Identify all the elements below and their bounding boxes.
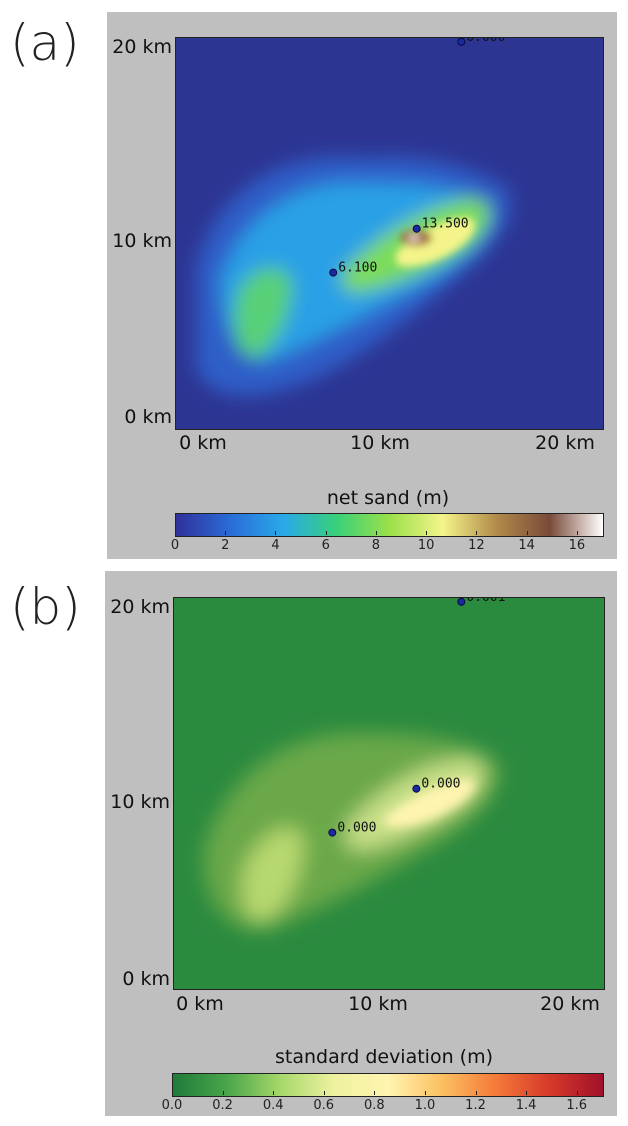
panel-b-colorbar-tickmark [172, 1091, 173, 1095]
panel-b-ytick-20: 20 km [110, 596, 170, 618]
panel-b-colorbar-tick-label: 0.2 [212, 1098, 233, 1113]
panel-a-xtick-20: 20 km [535, 432, 595, 454]
panel-a-colorbar-tick-label: 10 [417, 538, 435, 553]
heatmap-b-region-peak [384, 779, 475, 827]
panel-a-colorbar-tick-label: 8 [371, 538, 381, 553]
sample-point-marker [328, 828, 337, 837]
heatmap-a-region-yellow [396, 217, 475, 267]
panel-a-label: (a) [10, 14, 80, 72]
sample-point-marker [457, 598, 466, 606]
heatmap-a-region-green-left [234, 267, 292, 358]
panel-b-colorbar-tick-label: 0.8 [364, 1098, 385, 1113]
panel-b-colorbar-tick-label: 1.0 [414, 1098, 436, 1113]
sample-point-marker [329, 268, 338, 277]
panel-b-colorbar-tick-label: 1.6 [566, 1098, 588, 1113]
panel-b-colorbar-tickmark [475, 1091, 477, 1095]
panel-b-heatmap: 0.001 0.000 0.000 [173, 597, 605, 990]
panel-a-colorbar-tickmark [476, 531, 478, 535]
panel-a-colorbar-tick-label: 4 [271, 538, 280, 553]
panel-b-colorbar-tick-label: 0.0 [161, 1098, 183, 1113]
sample-point-marker [457, 38, 466, 46]
panel-a-colorbar-tickmark [426, 531, 428, 535]
panel-a-colorbar-tick-label: 2 [221, 538, 230, 553]
panel-a-heatmap: 0.000 13.500 6.100 [175, 37, 604, 430]
panel-a-colorbar-tickmark [225, 531, 227, 535]
sample-point-value-label: 6.100 [338, 261, 377, 276]
panel-b-xtick-10: 10 km [348, 993, 408, 1015]
panel-b-xtick-20: 20 km [540, 993, 600, 1015]
panel-a-colorbar-tick-label: 6 [321, 538, 330, 553]
panel-b-colorbar-tickmark [323, 1091, 325, 1095]
panel-a-ytick-0: 0 km [124, 406, 172, 428]
panel-a-colorbar-tickmark [275, 531, 277, 535]
sample-point-marker [412, 784, 421, 793]
panel-b-colorbar-tick-label: 1.4 [515, 1098, 537, 1113]
panel-a-colorbar-tick-label: 0 [170, 538, 180, 553]
panel-a-colorbar-tickmark [375, 531, 377, 535]
panel-b-xtick-0: 0 km [176, 993, 224, 1015]
panel-a-colorbar-tick-label: 14 [518, 538, 535, 553]
sample-point-value-label: 0.000 [337, 821, 376, 836]
heatmap-a-region-peak-core [408, 235, 420, 241]
panel-b-colorbar-tickmark [222, 1091, 224, 1095]
panel-a-colorbar-title: net sand (m) [326, 487, 450, 509]
heatmap-b-region-mid [242, 828, 304, 923]
panel-b-colorbar-tick-label: 1.2 [465, 1098, 486, 1113]
panel-b-colorbar-tick-label: 0.4 [262, 1098, 284, 1113]
panel-a-ytick-10: 10 km [112, 230, 172, 252]
panel-b-label: (b) [10, 578, 81, 636]
sample-point-value-label: 0.001 [466, 598, 505, 605]
panel-a-colorbar [175, 513, 604, 537]
panel-a-colorbar-tickmark [526, 531, 528, 535]
panel-a-ytick-20: 20 km [112, 36, 172, 58]
panel-b-colorbar-tickmark [273, 1091, 275, 1095]
panel-b-colorbar-tickmark [526, 1091, 528, 1095]
panel-a-colorbar-tickmark [175, 531, 176, 535]
sample-point-value-label: 0.000 [466, 38, 505, 45]
panel-a-colorbar-tick-label: 16 [568, 538, 586, 553]
sample-point-value-label: 13.500 [422, 217, 469, 232]
sample-point-marker [412, 224, 421, 233]
panel-b-colorbar-title: standard deviation (m) [275, 1046, 493, 1068]
panel-b-colorbar-tickmark [576, 1091, 578, 1095]
panel-a-xtick-10: 10 km [350, 432, 410, 454]
panel-b-colorbar-tickmark [374, 1091, 376, 1095]
panel-a-xtick-0: 0 km [179, 432, 227, 454]
sample-point-value-label: 0.000 [421, 777, 460, 792]
panel-a-colorbar-tick-label: 12 [468, 538, 485, 553]
panel-a-colorbar-tickmark [576, 531, 578, 535]
panel-b-colorbar [172, 1073, 604, 1097]
panel-b-colorbar-tick-label: 0.6 [313, 1098, 335, 1113]
panel-b-ytick-10: 10 km [110, 791, 170, 813]
panel-b-ytick-0: 0 km [122, 968, 170, 990]
panel-b-colorbar-tickmark [424, 1091, 426, 1095]
panel-a-colorbar-tickmark [325, 531, 327, 535]
